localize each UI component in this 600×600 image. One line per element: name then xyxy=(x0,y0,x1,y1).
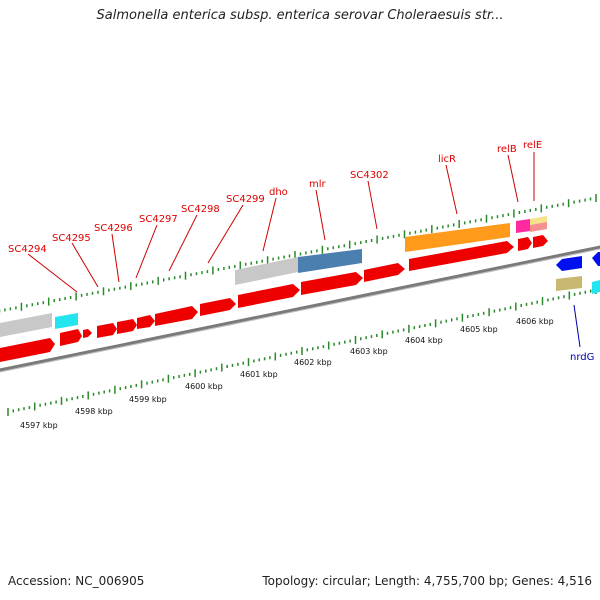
feature-olive xyxy=(556,276,582,291)
feature-mlr-blue xyxy=(298,249,362,273)
cds-arrow xyxy=(518,237,532,251)
cds-arrow xyxy=(200,298,236,316)
feature-relE-pink xyxy=(530,222,547,232)
cds-arrow xyxy=(60,329,82,346)
gene-label: SC4297 xyxy=(139,214,178,225)
cds-arrow xyxy=(409,241,514,271)
cds-arrow-reverse xyxy=(592,252,600,266)
feature-cyan xyxy=(55,313,78,329)
genome-summary-text: Topology: circular; Length: 4,755,700 bp… xyxy=(262,574,592,588)
gene-label: SC4294 xyxy=(8,244,47,255)
gene-label: relB xyxy=(497,144,517,155)
feature-licR-orange xyxy=(405,223,510,252)
feature-gray-left xyxy=(0,313,52,337)
gene-label: relE xyxy=(523,140,542,151)
kbp-label: 4604 kbp xyxy=(405,336,443,345)
kbp-label: 4598 kbp xyxy=(75,407,113,416)
cds-arrow xyxy=(0,338,55,362)
feature-cyan-right xyxy=(592,280,600,294)
gene-label: SC4299 xyxy=(226,194,265,205)
gene-label: SC4295 xyxy=(52,233,91,244)
cds-arrow xyxy=(83,329,92,338)
kbp-label: 4600 kbp xyxy=(185,382,223,391)
genome-backbone-shadow xyxy=(0,248,600,373)
accession-text: Accession: NC_006905 xyxy=(8,574,145,588)
outer-tick-track xyxy=(0,194,597,313)
cds-arrow xyxy=(533,235,548,248)
kbp-label: 4603 kbp xyxy=(350,347,388,356)
genome-backbone xyxy=(0,245,600,372)
cds-arrow xyxy=(364,263,405,282)
kbp-label: 4601 kbp xyxy=(240,370,278,379)
cds-arrow xyxy=(137,315,155,329)
inner-tick-track xyxy=(7,286,597,416)
gene-label: nrdG xyxy=(570,352,594,363)
cds-arrow-reverse xyxy=(556,256,582,271)
feature-relB-magenta xyxy=(516,219,530,233)
gene-labels: SC4294 SC4295 SC4296 SC4297 SC4298 SC429… xyxy=(8,140,594,363)
kbp-label: 4597 kbp xyxy=(20,421,58,430)
cds-arrow xyxy=(97,323,117,338)
kbp-labels: 4597 kbp 4598 kbp 4599 kbp 4600 kbp 4601… xyxy=(20,317,554,430)
cds-forward-track xyxy=(0,235,548,362)
kbp-label: 4605 kbp xyxy=(460,325,498,334)
feature-track-upper xyxy=(0,216,582,337)
feature-gray-mid xyxy=(235,257,298,285)
cds-arrow xyxy=(155,306,198,326)
gene-label: licR xyxy=(438,154,456,165)
kbp-label: 4606 kbp xyxy=(516,317,554,326)
cds-arrow xyxy=(301,272,363,295)
gene-label: SC4296 xyxy=(94,223,133,234)
gene-label-leaders xyxy=(27,152,581,348)
kbp-label: 4602 kbp xyxy=(294,358,332,367)
cds-reverse-track xyxy=(556,252,600,294)
gene-label: dho xyxy=(269,187,288,198)
gene-label: mlr xyxy=(309,179,327,190)
cds-arrow xyxy=(238,284,300,308)
gene-label: SC4302 xyxy=(350,170,389,181)
genome-title: Salmonella enterica subsp. enterica sero… xyxy=(96,8,504,23)
gene-label: SC4298 xyxy=(181,204,220,215)
kbp-label: 4599 kbp xyxy=(129,395,167,404)
cds-arrow xyxy=(117,319,137,334)
